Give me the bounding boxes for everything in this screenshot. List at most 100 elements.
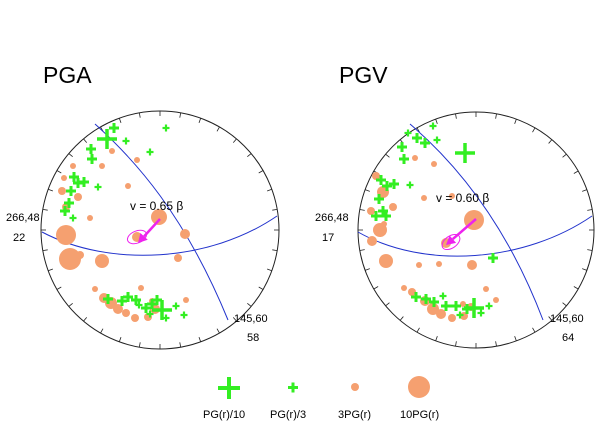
- pgv-tick: [435, 336, 438, 342]
- pga-orange-dot: [180, 229, 190, 239]
- pga-green-cross: [60, 206, 70, 216]
- pga-orange-dot: [113, 304, 123, 314]
- pga-orange-dot: [122, 309, 130, 317]
- pga-tick: [138, 112, 141, 118]
- pga-green-cross: [146, 148, 154, 156]
- pgv-green-cross: [441, 301, 451, 311]
- pgv-green-cross: [488, 253, 498, 263]
- pga-left-label-dip: 22: [13, 232, 25, 244]
- pgv-tick: [455, 113, 457, 119]
- pga-tick: [247, 153, 252, 158]
- pga-orange-dot: [183, 297, 189, 303]
- pgv-orange-dot: [389, 203, 397, 211]
- pgv-green-cross: [477, 309, 485, 317]
- pgv-tick-marks: [358, 112, 594, 348]
- pgv-green-cross: [404, 129, 412, 137]
- pgv-left-label-dip: 17: [322, 232, 334, 244]
- pga-green-cross: [117, 296, 127, 306]
- pgv-panel: PGV v = 0.60 β 266,48 17 145,60 64: [315, 62, 595, 349]
- pga-green-cross: [146, 310, 154, 318]
- pga-tick: [118, 118, 122, 124]
- pga-arrow-head: [138, 232, 148, 243]
- pga-green-crosses: [60, 123, 188, 322]
- pga-tick: [48, 188, 54, 192]
- pgv-orange-dot: [493, 297, 499, 303]
- pga-green-cross: [152, 295, 162, 305]
- pga-tick: [272, 208, 278, 211]
- pgv-green-cross: [381, 211, 391, 221]
- pga-tick: [258, 170, 264, 174]
- legend-label-large-cross: PG(r)/10: [203, 409, 245, 421]
- pgv-green-cross: [451, 301, 461, 311]
- pga-green-cross: [86, 144, 96, 154]
- pgv-tick: [573, 170, 579, 174]
- pga-tick: [198, 118, 202, 124]
- pgv-tick: [582, 268, 588, 271]
- pgv-green-cross: [455, 143, 475, 163]
- pgv-green-cross: [406, 181, 414, 189]
- pgv-green-cross: [382, 181, 392, 191]
- pgv-tick: [548, 316, 553, 321]
- pgv-tick: [359, 249, 365, 251]
- pgv-tick: [385, 302, 390, 307]
- pga-tick: [216, 126, 220, 132]
- pgv-green-cross: [429, 297, 439, 307]
- pgv-green-cross: [420, 138, 430, 148]
- pga-orange-dot: [131, 314, 139, 322]
- pga-arrow-shaft: [143, 218, 161, 238]
- legend: PG(r)/10 PG(r)/3 3PG(r) 10PG(r): [203, 376, 439, 421]
- pgv-tick: [582, 189, 588, 192]
- pgv-orange-dots: [367, 155, 499, 322]
- pgv-orange-dot: [460, 301, 466, 307]
- pga-tick: [266, 188, 272, 192]
- pgv-tick: [573, 286, 579, 290]
- pga-tick: [232, 138, 237, 143]
- pgv-orange-dot: [379, 254, 393, 268]
- pgv-orange-dot: [448, 314, 456, 322]
- pgv-tick: [364, 189, 370, 192]
- pga-green-cross: [69, 214, 77, 222]
- pga-tick: [56, 170, 62, 174]
- pga-green-cross: [66, 186, 76, 196]
- pga-right-label-azimuth: 145,60: [234, 313, 268, 325]
- pga-right-label-dip: 58: [247, 332, 259, 344]
- pga-orange-dot: [58, 187, 66, 195]
- pgv-tick: [532, 327, 536, 333]
- pga-tick: [216, 328, 220, 334]
- pga-tick: [83, 317, 88, 322]
- pga-green-cross: [123, 292, 133, 302]
- pga-green-cross: [94, 183, 102, 191]
- pga-green-cross: [69, 172, 79, 182]
- pga-green-cross: [152, 300, 172, 320]
- pga-tick: [83, 138, 88, 143]
- pga-tick: [272, 249, 278, 252]
- pgv-right-label-azimuth: 145,60: [550, 313, 584, 325]
- pga-orange-dot: [56, 225, 76, 245]
- pga-orange-dot: [92, 286, 98, 292]
- pga-green-cross: [73, 178, 83, 188]
- pgv-tick: [364, 268, 370, 271]
- pga-orange-dot: [125, 183, 131, 189]
- pga-velocity-label: v = 0.65 β: [130, 199, 183, 213]
- pga-tick: [42, 208, 48, 211]
- legend-small-cross-marker: [288, 382, 298, 393]
- pgv-green-cross: [485, 302, 493, 310]
- pgv-green-cross: [412, 133, 422, 143]
- pga-tick: [258, 286, 264, 290]
- pgv-left-label-azimuth: 266,48: [315, 212, 349, 224]
- pgv-orange-dot: [416, 262, 422, 268]
- pga-rupture-vector: [126, 218, 161, 245]
- pgv-orange-dot: [449, 193, 455, 199]
- pga-tick: [179, 112, 182, 118]
- pgv-tick: [359, 209, 365, 211]
- pgv-arrow-shaft: [451, 218, 477, 241]
- pgv-tick: [373, 286, 379, 290]
- pgv-orange-dot: [431, 161, 437, 167]
- pga-green-cross: [180, 311, 188, 319]
- pgv-velocity-label: v = 0.60 β: [436, 191, 489, 205]
- pga-title: PGA: [43, 62, 92, 88]
- pga-tick: [48, 268, 54, 272]
- pga-tick: [68, 153, 73, 158]
- pga-green-cross: [172, 302, 180, 310]
